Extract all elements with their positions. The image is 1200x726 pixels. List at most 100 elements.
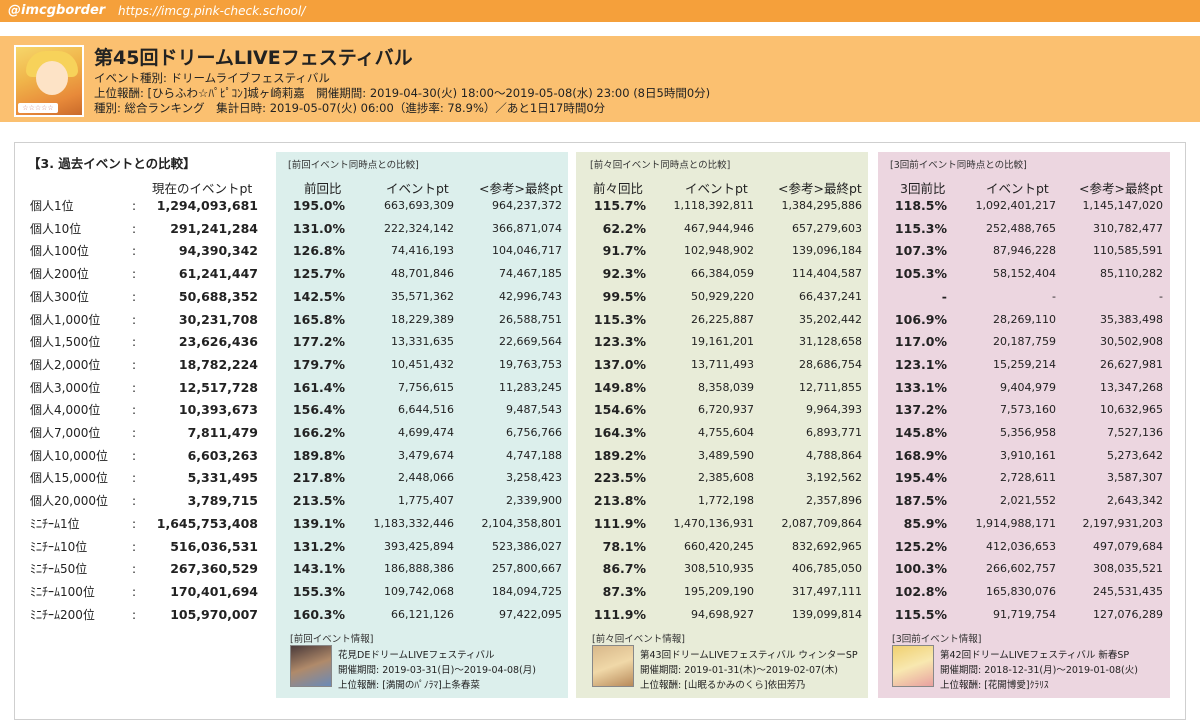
prev-final-value: 11,283,245: [499, 380, 562, 394]
prev2-final-value: 31,128,658: [799, 335, 862, 349]
prev2-ratio-value: 189.2%: [593, 447, 646, 463]
avatar-stars: ☆☆☆☆☆: [18, 103, 58, 113]
prev2-final-value: 139,096,184: [792, 244, 862, 258]
prev-ratio-value: 125.7%: [292, 266, 345, 282]
prev-final-value: 6,756,766: [506, 426, 562, 439]
current-pt-value: 12,517,728: [178, 379, 258, 395]
prev2-final-value: 35,202,442: [799, 312, 862, 326]
rank-label: 個人15,000位: [30, 471, 108, 486]
rank-label: 個人2,000位: [30, 357, 101, 372]
prev2-pt-value: 308,510,935: [684, 562, 754, 576]
prev-ratio-value: 143.1%: [292, 561, 345, 577]
prev-final-value: 97,422,095: [499, 607, 562, 621]
prev2-final-value: 2,357,896: [806, 494, 862, 508]
table-row: 個人20,000位: 3,789,715 213.5% 1,775,407 2,339,…: [0, 490, 1200, 512]
prev3-pt-value: 1,914,988,171: [975, 516, 1056, 530]
prev3-final-value: 1,145,147,020: [1082, 199, 1163, 212]
prev2-pt-value: 13,711,493: [691, 357, 754, 371]
prev-ratio-value: 142.5%: [292, 288, 345, 304]
table-row: 個人10,000位: 6,603,263 189.8% 3,479,674 4,747,…: [0, 445, 1200, 467]
prev-final-value: 964,237,372: [492, 199, 562, 212]
prev2-pt-value: 4,755,604: [698, 426, 754, 439]
prev-ratio-value: 160.3%: [292, 606, 345, 622]
rank-label: 個人20,000位: [30, 494, 108, 509]
prev3-pt-value: -: [1052, 289, 1056, 303]
avatar-face: [36, 61, 68, 95]
prev3-ratio-value: 118.5%: [894, 198, 947, 213]
prev3-ratio-value: 125.2%: [894, 538, 947, 554]
col-pt-prev: イベントpt: [386, 181, 449, 196]
rank-label: ﾐﾆﾁｰﾑ100位: [30, 584, 95, 599]
table-row: 個人15,000位: 5,331,495 217.8% 2,448,066 3,258,…: [0, 467, 1200, 489]
prev3-ratio-value: 115.5%: [894, 606, 947, 622]
prev3-pt-value: 1,092,401,217: [975, 199, 1056, 212]
prev2-ratio-value: 154.6%: [593, 402, 646, 418]
prev3-final-value: 26,627,981: [1100, 357, 1163, 371]
prev2-pt-value: 26,225,887: [691, 312, 754, 326]
prev2-ratio-value: 111.9%: [593, 606, 646, 622]
prev3-ratio-value: -: [941, 288, 947, 304]
prev-pt-value: 13,331,635: [391, 335, 454, 349]
prev3-ratio-value: 85.9%: [903, 515, 947, 531]
prev2-pt-value: 2,385,608: [698, 471, 754, 485]
prev3-final-value: -: [1159, 289, 1163, 303]
prev3-ratio-value: 145.8%: [894, 425, 947, 440]
prev3-pt-value: 87,946,228: [993, 244, 1056, 258]
prev3-final-value: 245,531,435: [1093, 584, 1163, 598]
col-pt-prev3: イベントpt: [986, 181, 1049, 196]
prev2-ratio-value: 99.5%: [602, 288, 646, 304]
prev2-ratio-value: 164.3%: [593, 425, 646, 440]
table-row: 個人7,000位: 7,811,479 166.2% 4,699,474 6,756,7…: [0, 422, 1200, 444]
prev-pt-value: 18,229,389: [391, 312, 454, 326]
prev2-final-value: 2,087,709,864: [781, 516, 862, 530]
table-row: 個人1位: 1,294,093,681 195.0% 663,693,309 964,2…: [0, 195, 1200, 217]
prev2-pt-value: 1,118,392,811: [673, 199, 754, 212]
group-head-prev2: [前々回イベント同時点との比較]: [590, 160, 731, 171]
prev-pt-value: 4,699,474: [398, 426, 454, 439]
prev2-ratio-value: 87.3%: [602, 583, 646, 599]
prev2-ratio-value: 111.9%: [593, 515, 646, 531]
prev3-pt-value: 2,021,552: [1000, 494, 1056, 508]
prev2-final-value: 9,964,393: [806, 403, 862, 417]
prev-pt-value: 222,324,142: [384, 221, 454, 235]
rank-label: 個人100位: [30, 244, 89, 259]
prev-final-value: 104,046,717: [492, 244, 562, 258]
prev3-ratio-value: 133.1%: [894, 379, 947, 395]
prev2-final-value: 28,686,754: [799, 357, 862, 371]
prev2-ratio-value: 86.7%: [602, 561, 646, 577]
prev-final-value: 257,800,667: [492, 562, 562, 576]
prev-ratio-value: 166.2%: [292, 425, 345, 440]
prev-pt-value: 74,416,193: [391, 244, 454, 258]
rank-label: 個人300位: [30, 289, 89, 304]
rank-separator: :: [132, 221, 137, 236]
rank-separator: :: [132, 539, 137, 554]
account-handle[interactable]: @imcgborder: [8, 3, 106, 18]
prev3-pt-value: 2,728,611: [1000, 471, 1056, 485]
prev-event-name: 花見DEドリームLIVEフェスティバル: [338, 650, 495, 661]
prev3-ratio-value: 106.9%: [894, 311, 947, 327]
prev3-ratio-value: 195.4%: [894, 470, 947, 486]
event-type: イベント種別: ドリームライブフェスティバル: [94, 71, 330, 85]
prev-pt-value: 393,425,894: [384, 539, 454, 553]
prev-pt-value: 109,742,068: [384, 584, 454, 598]
prev3-ratio-value: 187.5%: [894, 493, 947, 509]
prev2-event-card-icon: [592, 645, 634, 687]
table-row: 個人3,000位: 12,517,728 161.4% 7,756,615 11,283…: [0, 377, 1200, 399]
prev-pt-value: 2,448,066: [398, 471, 454, 485]
table-row: 個人300位: 50,688,352 142.5% 35,571,362 42,996,…: [0, 286, 1200, 308]
site-url[interactable]: https://imcg.pink-check.school/: [118, 4, 306, 18]
prev2-final-value: 4,788,864: [806, 448, 862, 462]
rank-label: 個人3,000位: [30, 380, 101, 395]
rank-label: 個人4,000位: [30, 403, 101, 418]
prev-ratio-value: 213.5%: [292, 493, 345, 509]
col-final-prev: <参考>最終pt: [479, 181, 563, 196]
prev-ratio-value: 217.8%: [292, 470, 345, 486]
col-ratio-prev: 前回比: [304, 181, 342, 196]
prev-event-card-icon: [290, 645, 332, 687]
prev2-pt-value: 8,358,039: [698, 380, 754, 394]
prev3-pt-value: 252,488,765: [986, 221, 1056, 235]
rank-label: 個人1位: [30, 199, 74, 213]
current-pt-value: 267,360,529: [170, 561, 258, 577]
rank-separator: :: [132, 380, 137, 395]
rank-label: ﾐﾆﾁｰﾑ10位: [30, 539, 88, 554]
